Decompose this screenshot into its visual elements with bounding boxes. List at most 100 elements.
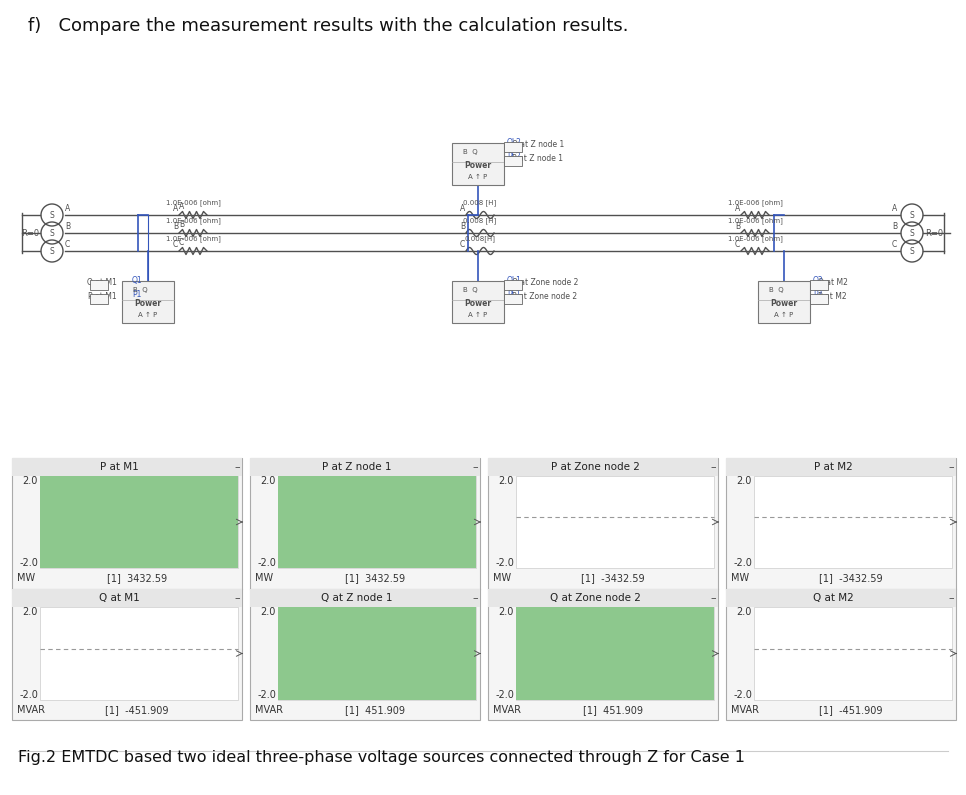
Text: MVAR: MVAR: [17, 705, 45, 715]
Text: P at Zone node 2: P at Zone node 2: [551, 462, 639, 472]
Text: C: C: [735, 240, 740, 249]
Text: MVAR: MVAR: [493, 705, 521, 715]
Text: Q at M1: Q at M1: [87, 278, 117, 287]
Text: B  Q: B Q: [463, 149, 477, 155]
Text: Q at Z node 1: Q at Z node 1: [322, 593, 393, 603]
Text: [1]  -451.909: [1] -451.909: [105, 705, 169, 715]
Text: B: B: [460, 222, 465, 231]
Text: Power: Power: [465, 300, 492, 308]
Bar: [488, 458, 718, 720]
Text: B: B: [892, 222, 897, 231]
Text: Q2: Q2: [813, 276, 824, 285]
Text: S: S: [49, 228, 54, 238]
Text: [1]  -451.909: [1] -451.909: [819, 705, 883, 715]
Text: –: –: [472, 593, 478, 603]
Text: B: B: [735, 222, 740, 231]
Text: C: C: [173, 240, 179, 249]
Text: 1.0E-006 [ohm]: 1.0E-006 [ohm]: [727, 217, 782, 224]
Bar: [754, 476, 952, 568]
Text: -2.0: -2.0: [257, 690, 276, 700]
Text: S: S: [49, 211, 54, 219]
Text: R=0: R=0: [21, 228, 39, 238]
Text: PL2: PL2: [507, 152, 521, 161]
Text: Q at Zone node 2: Q at Zone node 2: [512, 278, 579, 287]
Bar: [250, 458, 480, 476]
Text: S: S: [910, 246, 915, 255]
Text: 1.0E-006 [ohm]: 1.0E-006 [ohm]: [165, 200, 220, 206]
Text: MW: MW: [493, 573, 511, 583]
Text: B  Q: B Q: [463, 287, 477, 293]
Text: -2.0: -2.0: [19, 558, 38, 568]
Bar: [278, 607, 476, 700]
Text: 0.008[H]: 0.008[H]: [465, 235, 496, 242]
Text: C: C: [65, 240, 71, 249]
Text: Q at M1: Q at M1: [99, 593, 139, 603]
Text: [1]  451.909: [1] 451.909: [583, 705, 643, 715]
Text: –: –: [949, 593, 953, 603]
Bar: [726, 589, 956, 607]
Text: MW: MW: [255, 573, 273, 583]
Text: Power: Power: [134, 300, 161, 308]
Text: QL1: QL1: [507, 276, 522, 285]
Text: -2.0: -2.0: [733, 558, 752, 568]
Bar: [504, 156, 522, 166]
Text: -2.0: -2.0: [19, 690, 38, 700]
Text: C: C: [179, 238, 185, 247]
Bar: [504, 142, 522, 152]
Text: 1.0E-006 [ohm]: 1.0E-006 [ohm]: [165, 217, 220, 224]
Bar: [726, 458, 956, 476]
Text: –: –: [710, 593, 716, 603]
Text: B: B: [179, 220, 185, 229]
Text: B: B: [173, 222, 178, 231]
Text: PL1: PL1: [507, 290, 521, 299]
Text: 2.0: 2.0: [498, 607, 514, 617]
Text: 1.0E-006 [ohm]: 1.0E-006 [ohm]: [727, 200, 782, 206]
Text: MVAR: MVAR: [731, 705, 759, 715]
Bar: [726, 458, 956, 720]
Text: –: –: [234, 462, 240, 472]
Bar: [250, 589, 480, 607]
Text: -2.0: -2.0: [496, 690, 514, 700]
Text: B  Q: B Q: [769, 287, 783, 293]
Text: –: –: [472, 462, 478, 472]
Bar: [40, 476, 238, 568]
Text: B  Q: B Q: [133, 287, 148, 293]
Bar: [40, 607, 238, 700]
Text: [1]  3432.59: [1] 3432.59: [107, 573, 167, 583]
Bar: [90, 280, 108, 290]
Text: -2.0: -2.0: [733, 690, 752, 700]
Text: S: S: [49, 246, 54, 255]
Text: MW: MW: [731, 573, 749, 583]
Bar: [488, 589, 718, 607]
Text: –: –: [949, 462, 953, 472]
Text: S: S: [910, 228, 915, 238]
Text: P at M2: P at M2: [818, 292, 846, 301]
Text: A: A: [173, 204, 179, 213]
Bar: [810, 294, 828, 304]
Text: [1]  -3432.59: [1] -3432.59: [582, 573, 645, 583]
Text: f)   Compare the measurement results with the calculation results.: f) Compare the measurement results with …: [28, 17, 629, 35]
Text: P1: P1: [132, 290, 141, 299]
Text: P at M1: P at M1: [99, 462, 138, 472]
Text: 0.008 [H]: 0.008 [H]: [464, 200, 497, 206]
Bar: [12, 458, 242, 476]
Bar: [810, 280, 828, 290]
Text: A: A: [460, 204, 466, 213]
Bar: [754, 607, 952, 700]
Text: 2.0: 2.0: [498, 476, 514, 486]
Text: Power: Power: [465, 161, 492, 170]
Bar: [452, 143, 504, 185]
Text: A ↑ P: A ↑ P: [469, 312, 488, 317]
Text: MW: MW: [17, 573, 35, 583]
Bar: [278, 476, 476, 568]
Bar: [278, 476, 476, 568]
Bar: [504, 294, 522, 304]
Bar: [40, 476, 238, 568]
Text: C: C: [460, 240, 466, 249]
Text: Q1: Q1: [132, 276, 143, 285]
Text: A ↑ P: A ↑ P: [138, 312, 157, 317]
Text: MVAR: MVAR: [255, 705, 283, 715]
Text: [1]  -3432.59: [1] -3432.59: [819, 573, 883, 583]
Text: A: A: [735, 204, 740, 213]
Text: A: A: [179, 202, 185, 211]
